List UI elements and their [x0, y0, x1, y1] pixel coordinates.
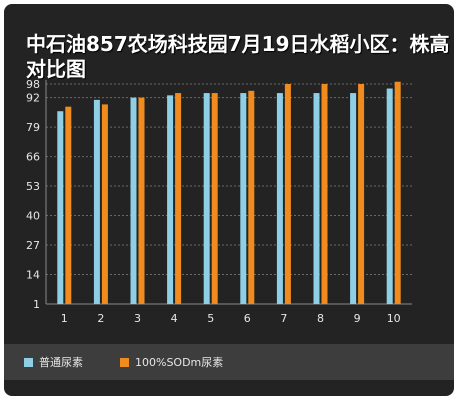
x-tick-label: 8: [317, 312, 324, 325]
y-tick-label: 92: [26, 92, 40, 105]
bar-series-1-cat-2: [93, 99, 100, 305]
bar-series-2-cat-5: [211, 93, 218, 304]
bar-series-1-cat-10: [386, 88, 393, 305]
bar-series-2-cat-2: [101, 104, 108, 304]
bar-series-1-cat-9: [350, 93, 357, 304]
y-tick-label: 66: [26, 151, 40, 164]
bar-series-1-cat-7: [276, 93, 283, 304]
y-tick-label: 14: [26, 269, 40, 282]
legend: 普通尿素 100%SODm尿素: [4, 344, 454, 380]
bar-series-2-cat-6: [248, 90, 255, 304]
bar-series-1-cat-6: [240, 93, 247, 304]
bar-series-2-cat-1: [65, 106, 72, 304]
legend-swatch-series-2: [120, 357, 129, 367]
x-tick-label: 6: [244, 312, 251, 325]
bar-series-2-cat-9: [358, 84, 365, 304]
bar-series-2-cat-10: [394, 81, 401, 304]
x-tick-label: 9: [354, 312, 361, 325]
bar-series-1-cat-3: [130, 97, 137, 304]
x-tick-label: 7: [280, 312, 287, 325]
x-tick-label: 5: [207, 312, 214, 325]
x-tick-label: 4: [171, 312, 178, 325]
y-tick-label: 53: [26, 180, 40, 193]
bar-series-1-cat-8: [313, 93, 320, 304]
bar-series-1-cat-4: [167, 95, 174, 304]
y-tick-label: 1: [33, 298, 40, 311]
legend-item-series-1[interactable]: 普通尿素: [24, 354, 83, 370]
bar-series-2-cat-8: [321, 84, 328, 304]
bar-series-2-cat-7: [284, 84, 291, 304]
y-tick-label: 27: [26, 239, 40, 252]
legend-label-series-2: 100%SODm尿素: [135, 356, 224, 369]
bar-series-2-cat-4: [175, 93, 182, 304]
chart-title: 中石油857农场科技园7月19日水稻小区：株高对比图: [26, 32, 450, 81]
legend-item-series-2[interactable]: 100%SODm尿素: [120, 354, 223, 370]
y-tick-label: 79: [26, 121, 40, 134]
y-tick-label: 98: [26, 78, 40, 91]
bar-series-1-cat-5: [203, 93, 210, 304]
legend-swatch-series-1: [24, 357, 33, 367]
bar-series-1-cat-1: [57, 111, 64, 304]
x-tick-label: 10: [387, 312, 401, 325]
x-tick-label: 1: [61, 312, 68, 325]
x-tick-label: 2: [97, 312, 104, 325]
chart-panel: 中石油857农场科技园7月19日水稻小区：株高对比图 1 14 27 40 53 66 79…: [4, 4, 454, 396]
bar-series-2-cat-3: [138, 97, 145, 304]
y-tick-label: 40: [26, 210, 40, 223]
legend-label-series-1: 普通尿素: [39, 356, 83, 369]
x-tick-label: 3: [134, 312, 141, 325]
